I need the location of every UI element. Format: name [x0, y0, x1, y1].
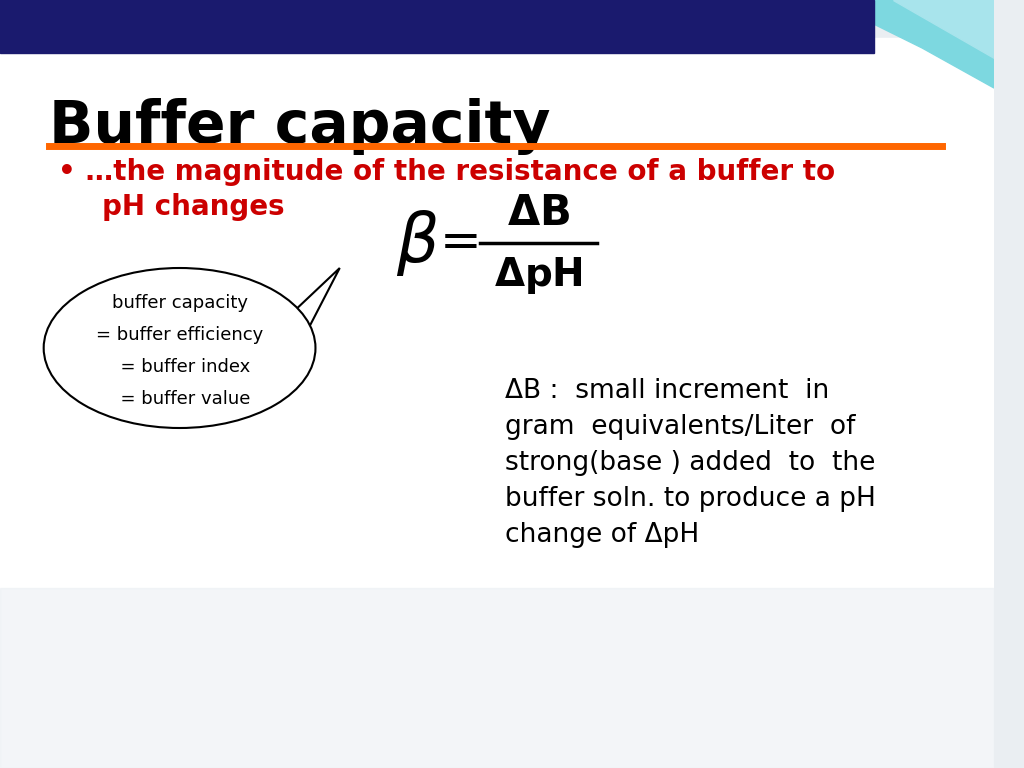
Bar [0, 588, 994, 768]
Text: = buffer value: = buffer value [109, 390, 250, 408]
Polygon shape [893, 0, 994, 58]
Bar [0, 0, 14, 23]
Text: $\mathbf{\Delta pH}$: $\mathbf{\Delta pH}$ [495, 254, 584, 296]
Bar [0, 0, 873, 53]
Text: $\beta$: $\beta$ [396, 208, 438, 278]
Text: Buffer capacity: Buffer capacity [48, 98, 550, 155]
Text: $\mathbf{\Delta B}$: $\mathbf{\Delta B}$ [507, 192, 570, 234]
Text: pH changes: pH changes [102, 193, 285, 221]
Polygon shape [825, 0, 994, 88]
Text: buffer capacity: buffer capacity [112, 294, 248, 312]
Ellipse shape [44, 268, 315, 428]
Text: = buffer efficiency: = buffer efficiency [96, 326, 263, 344]
Text: =: = [440, 218, 482, 268]
Text: ΔB :  small increment  in
gram  equivalents/Liter  of
strong(base ) added  to  t: ΔB : small increment in gram equivalents… [505, 378, 876, 548]
Text: = buffer index: = buffer index [109, 358, 250, 376]
Text: • …the magnitude of the resistance of a buffer to: • …the magnitude of the resistance of a … [58, 158, 836, 186]
Polygon shape [282, 268, 340, 343]
